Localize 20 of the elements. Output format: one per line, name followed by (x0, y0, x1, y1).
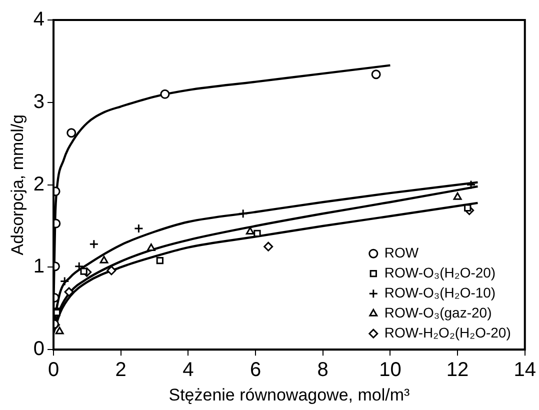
x-tick-label: 2 (115, 359, 126, 382)
x-tick-label: 12 (446, 359, 469, 382)
x-tick-label: 6 (250, 359, 262, 382)
x-tick-label: 0 (48, 359, 60, 382)
x-tick-label: 8 (317, 359, 328, 382)
y-tick-label: 4 (33, 8, 45, 31)
legend-label: ROW-O₃(H₂O-20) (384, 264, 496, 280)
legend-label: ROW (384, 244, 420, 260)
legend-label: ROW-O₃(gaz-20) (384, 304, 492, 320)
y-tick-label: 3 (33, 90, 45, 113)
legend-label: ROW-O₃(H₂O-10) (384, 284, 496, 300)
y-tick-label: 1 (33, 256, 45, 278)
x-tick-label: 10 (379, 359, 402, 382)
y-tick-label: 0 (33, 338, 45, 360)
y-axis-title: Adsorpcja, mmol/g (8, 114, 27, 256)
x-tick-label: 4 (182, 359, 194, 382)
legend-label: ROW-H₂O₂(H₂O-20) (384, 324, 511, 340)
y-tick-label: 2 (33, 173, 45, 196)
x-axis-title: Stężenie równowagowe, mol/m³ (168, 385, 410, 404)
x-tick-label: 14 (514, 359, 536, 382)
